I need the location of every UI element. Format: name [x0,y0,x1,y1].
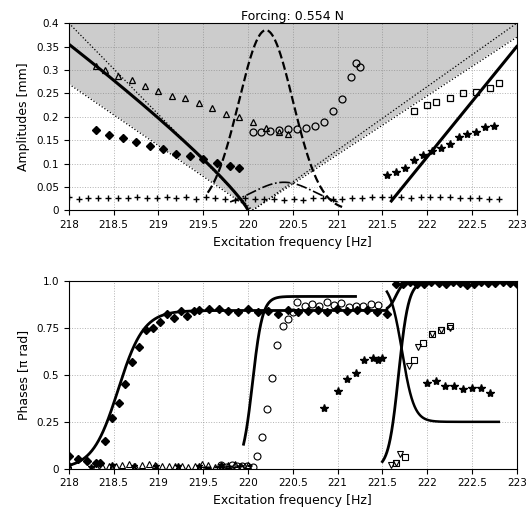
Title: Forcing: 0.554 N: Forcing: 0.554 N [241,10,344,23]
X-axis label: Excitation frequency [Hz]: Excitation frequency [Hz] [214,236,372,249]
Y-axis label: Amplitudes [mm]: Amplitudes [mm] [17,62,31,171]
Polygon shape [69,37,517,210]
Y-axis label: Phases [π rad]: Phases [π rad] [17,330,31,420]
X-axis label: Excitation frequency [Hz]: Excitation frequency [Hz] [214,494,372,507]
